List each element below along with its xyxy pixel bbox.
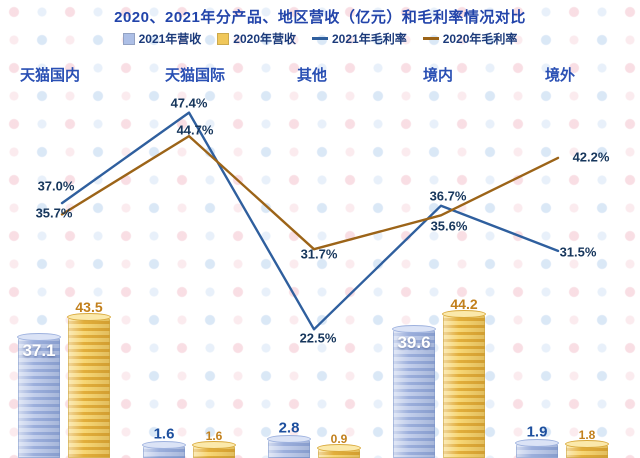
bar-value-label: 39.6 (397, 333, 431, 353)
bar-value-label: 0.9 (330, 431, 348, 446)
margin-value-label: 47.4% (170, 95, 208, 111)
bar-value-label: 1.8 (578, 427, 596, 442)
bar-value-label: 2.8 (278, 419, 300, 437)
margin-value-label: 36.7% (429, 188, 467, 204)
legend-item: 2021年营收 (122, 30, 202, 47)
legend-line-icon (312, 37, 328, 40)
bar-value-label: 43.5 (75, 298, 103, 315)
bar-value-label: 1.6 (205, 428, 223, 443)
bar-2020-revenue-2 (192, 440, 236, 458)
margin-value-label: 44.7% (176, 122, 214, 138)
category-label-5: 境外 (544, 67, 576, 84)
legend-item: 2021年毛利率 (312, 30, 407, 47)
category-label-4: 境内 (422, 67, 454, 84)
legend-label: 2021年营收 (138, 32, 202, 46)
legend-swatch-icon (217, 32, 230, 45)
legend-item: 2020年营收 (217, 30, 296, 47)
bar-2020-revenue-3 (317, 443, 361, 458)
margin-value-label: 35.7% (35, 205, 73, 221)
category-label-3: 其他 (296, 67, 328, 84)
legend-line-icon (422, 37, 439, 40)
bar-2020-revenue-1 (67, 312, 111, 458)
bar-value-label: 44.2 (450, 296, 478, 313)
bar-value-label: 1.9 (526, 423, 548, 441)
chart-legend: 2021年营收 2020年营收 2021年毛利率 2020年毛利率 (0, 30, 640, 47)
line-2020-margin (60, 134, 560, 251)
category-label-2: 天猫国际 (164, 67, 226, 84)
legend-label: 2020年毛利率 (442, 32, 518, 46)
bar-2020-revenue-5 (565, 439, 609, 458)
bar-2021-revenue-3 (267, 435, 311, 458)
margin-value-label: 37.0% (37, 178, 75, 194)
margin-value-label: 35.6% (430, 218, 468, 234)
chart-title: 2020、2021年分产品、地区营收（亿元）和毛利率情况对比 (114, 9, 526, 26)
legend-swatch-icon (122, 32, 135, 45)
margin-value-label: 22.5% (299, 330, 337, 346)
margin-value-label: 31.7% (300, 246, 338, 262)
line-2021-margin (60, 111, 560, 331)
legend-item: 2020年毛利率 (422, 30, 518, 47)
margin-value-label: 31.5% (559, 244, 597, 260)
bar-value-label: 1.6 (153, 425, 175, 443)
bar-value-label: 37.1 (22, 341, 56, 361)
margin-value-label: 42.2% (572, 149, 610, 165)
legend-label: 2021年毛利率 (332, 32, 407, 46)
bar-2020-revenue-4 (442, 310, 486, 458)
bar-2021-revenue-5 (515, 439, 559, 458)
category-label-1: 天猫国内 (19, 67, 81, 84)
bar-2021-revenue-4 (392, 325, 436, 458)
bar-2021-revenue-2 (142, 440, 186, 458)
bar-2021-revenue-1 (17, 333, 61, 458)
legend-label: 2020年营收 (233, 32, 296, 46)
